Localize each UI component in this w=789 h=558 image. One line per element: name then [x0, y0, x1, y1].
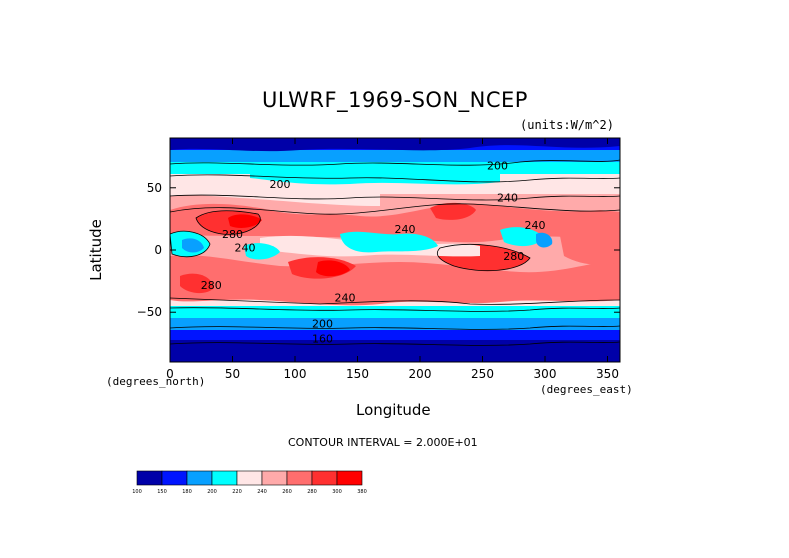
- colorbar-box-8: [336, 470, 363, 486]
- colorbar-box-3: [211, 470, 238, 486]
- x-tick-label-6: 300: [534, 367, 557, 381]
- y-ticks: −50 0 50: [137, 181, 620, 319]
- blob-east-warm: [560, 231, 620, 265]
- contour-interval-label: CONTOUR INTERVAL = 2.000E+01: [288, 436, 478, 449]
- x-tick-label-1: 50: [225, 367, 240, 381]
- blob-arctic-dark: [170, 138, 620, 152]
- contour-label-6: 240: [235, 242, 256, 255]
- colorbar-box-0: [136, 470, 163, 486]
- contour-200-south: [170, 325, 620, 330]
- contour-280-north: [170, 203, 620, 215]
- contour-label-10: 200: [312, 317, 333, 330]
- x-tick-label-0: 0: [166, 367, 174, 381]
- y-tick-label-1: 0: [154, 243, 162, 257]
- y-unit-note: (degrees_north): [106, 375, 206, 388]
- contour-lines: [170, 159, 620, 346]
- colorbar-label-8: 300: [332, 489, 342, 495]
- colorbar-box-7: [311, 470, 338, 486]
- colorbar-box-5: [261, 470, 288, 486]
- blob-south-red: [170, 255, 620, 306]
- x-tick-label-7: 350: [596, 367, 619, 381]
- blob-pacific-core: [316, 260, 350, 277]
- colorbar-box-1: [161, 470, 188, 486]
- contour-label-4: 240: [395, 223, 416, 236]
- blob-south-america: [180, 273, 214, 294]
- colorbar-label-6: 260: [282, 489, 292, 495]
- x-tick-label-4: 200: [409, 367, 432, 381]
- colorbar-box-4: [236, 470, 263, 486]
- blob-west-pacific-core: [536, 232, 553, 248]
- colorbar-label-0: 100: [132, 489, 142, 495]
- x-tick-label-3: 150: [346, 367, 369, 381]
- colorbar-box-2: [186, 470, 213, 486]
- colorbar-label-1: 150: [157, 489, 167, 495]
- x-tick-label-2: 100: [284, 367, 307, 381]
- blob-africa-convective: [244, 243, 280, 260]
- colorbar-label-2: 180: [182, 489, 192, 495]
- contour-label-1: 200: [487, 159, 508, 172]
- contour-sahara: [195, 210, 261, 235]
- colorbar-label-4: 220: [232, 489, 242, 495]
- colorbar-label-3: 200: [207, 489, 217, 495]
- y-tick-label-0: −50: [137, 305, 162, 319]
- x-tick-label-5: 250: [471, 367, 494, 381]
- contour-label-0: 200: [270, 178, 291, 191]
- contour-label-9: 240: [335, 291, 356, 304]
- x-axis-label: Longitude: [356, 401, 431, 419]
- colorbar-labels: 100 150 180 200 220 240 260 280 300 380: [132, 489, 367, 495]
- band-south-4: [170, 330, 620, 342]
- colorbar-boxes: [136, 470, 363, 486]
- x-unit-note: (degrees_east): [540, 383, 633, 396]
- blob-arabia: [430, 202, 476, 220]
- x-ticks: 0 50 100 150 200 250 300 350: [166, 138, 619, 381]
- contour-label-2: 240: [497, 192, 518, 205]
- colorbar-label-7: 280: [307, 489, 317, 495]
- blob-maritime-continent: [340, 231, 438, 253]
- contour-label-3: 240: [525, 219, 546, 232]
- contour-240-north: [170, 194, 620, 201]
- band-polar-south: [170, 340, 620, 362]
- contour-280-south: [170, 297, 620, 305]
- contour-label-11: 160: [312, 332, 333, 345]
- colorbar-box-6: [286, 470, 313, 486]
- contour-label-7: 280: [503, 250, 524, 263]
- units-label: (units:W/m^2): [520, 118, 614, 132]
- blob-amazon-core: [182, 238, 204, 253]
- contour-amazon: [170, 230, 211, 258]
- contour-label-5: 280: [222, 228, 243, 241]
- blob-west-pacific-cyan: [500, 227, 544, 247]
- contour-240-south: [170, 307, 620, 312]
- chart-title: ULWRF_1969-SON_NCEP: [262, 88, 528, 112]
- contour-label-8: 280: [201, 279, 222, 292]
- contour-200-north: [170, 159, 620, 166]
- contour-pacific: [437, 243, 531, 272]
- y-tick-label-2: 50: [147, 181, 162, 195]
- colorbar-label-9: 380: [357, 489, 367, 495]
- blob-sahara-core: [228, 214, 262, 228]
- contour-160-south: [170, 341, 620, 346]
- contour-220-north: [170, 174, 620, 183]
- colorbar-label-5: 240: [257, 489, 267, 495]
